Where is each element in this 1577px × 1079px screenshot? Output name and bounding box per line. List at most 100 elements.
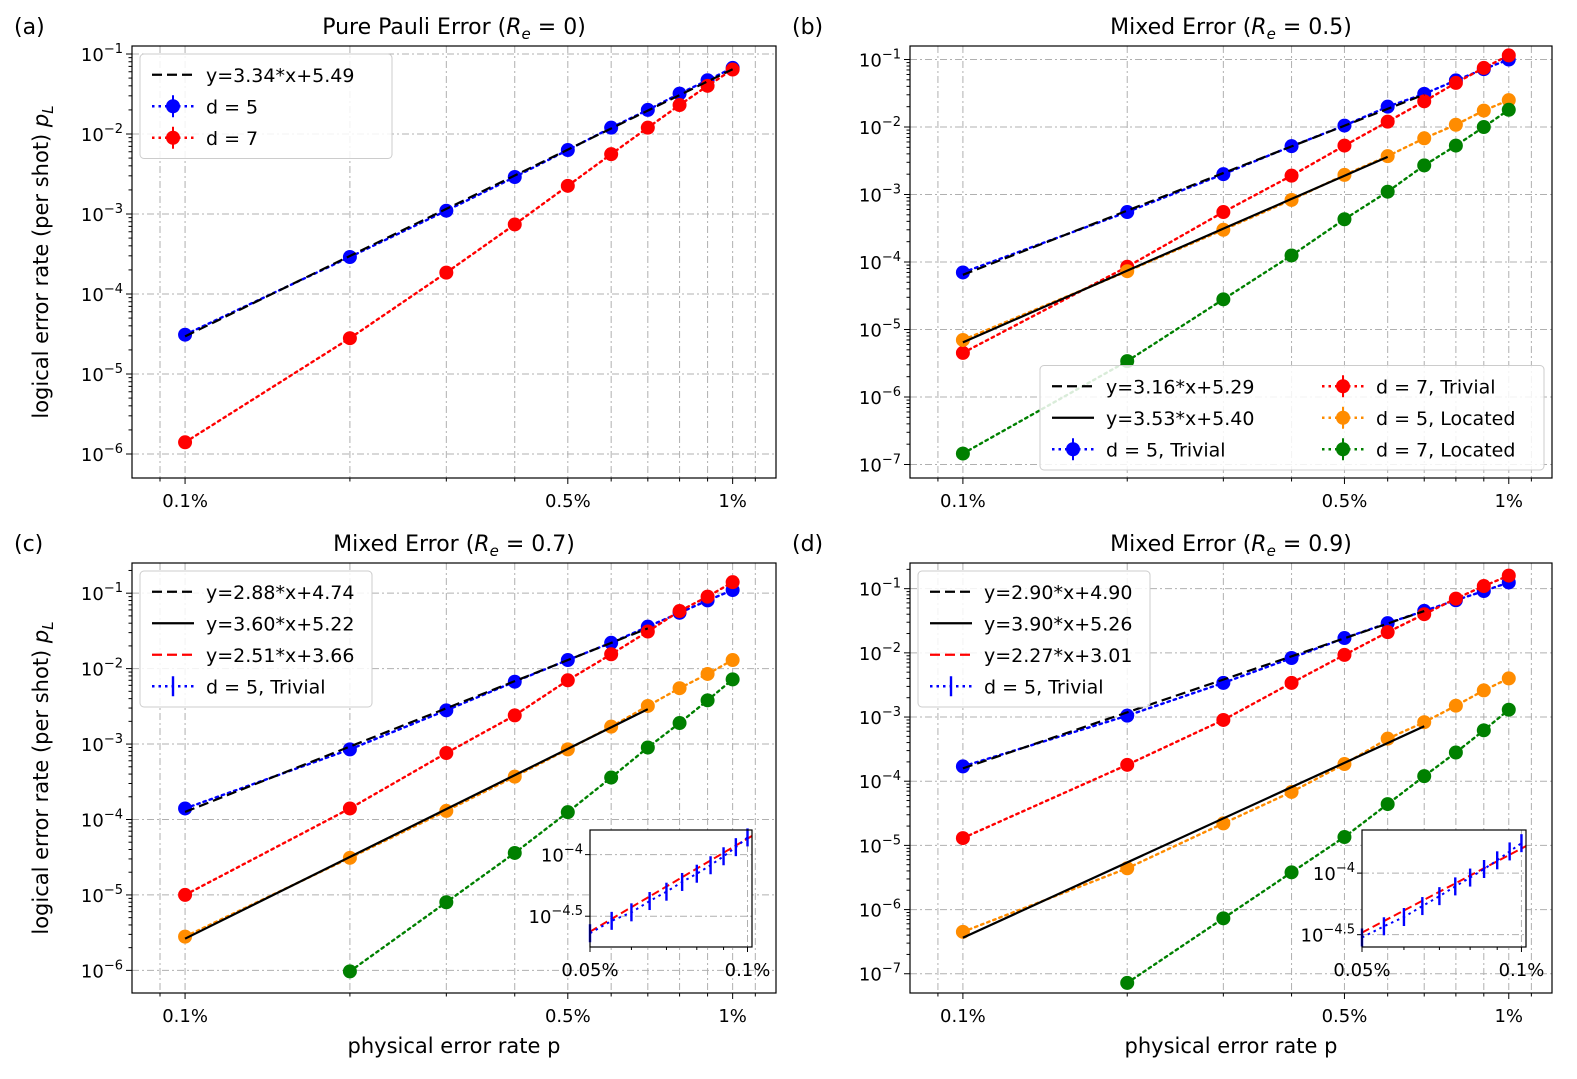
series-line-0 xyxy=(183,588,734,810)
panel-label: (d) xyxy=(792,532,823,557)
data-point xyxy=(604,647,619,662)
data-point xyxy=(725,672,740,687)
data-point xyxy=(955,345,970,360)
data-point xyxy=(1476,579,1491,594)
data-point xyxy=(672,98,687,113)
legend-label: y=3.60*x+5.22 xyxy=(206,613,354,635)
data-point xyxy=(1216,911,1231,926)
series-line-3 xyxy=(961,108,1510,455)
data-point xyxy=(1380,625,1395,640)
inset-background xyxy=(1362,830,1526,947)
legend-marker xyxy=(166,130,180,145)
data-point xyxy=(1417,94,1432,109)
data-point xyxy=(439,895,454,910)
legend-label: y=2.51*x+3.66 xyxy=(206,645,354,667)
x-tick-label: 0.1% xyxy=(940,491,986,512)
data-point xyxy=(1417,769,1432,784)
axes-frame xyxy=(131,45,777,479)
legend-label: y=3.16*x+5.29 xyxy=(1106,376,1254,398)
legend: y=2.90*x+4.90 y=3.90*x+5.26 y=2.27*x+3.01 d… xyxy=(917,570,1151,708)
data-point xyxy=(178,887,193,902)
data-point xyxy=(342,801,357,816)
data-point xyxy=(1337,138,1352,153)
series-line-3 xyxy=(1126,708,1510,985)
data-point xyxy=(1216,675,1231,690)
data-point xyxy=(604,147,619,162)
data-point xyxy=(955,831,970,846)
y-axis-label: logical error rate (per shot) pL xyxy=(29,621,57,934)
x-tick-label: 1% xyxy=(1494,1006,1523,1027)
data-point xyxy=(342,331,357,346)
data-point xyxy=(560,673,575,688)
data-point xyxy=(1120,354,1135,369)
y-tick-label: 10−5 xyxy=(81,362,123,386)
axes-frame xyxy=(909,45,1553,479)
data-point xyxy=(1380,114,1395,129)
x-axis-label: physical error rate p xyxy=(348,1034,561,1058)
fit-line-1 xyxy=(962,725,1425,939)
y-tick-label: 10−4 xyxy=(859,769,901,793)
data-point xyxy=(439,703,454,718)
data-point xyxy=(1120,708,1135,723)
data-point xyxy=(439,265,454,280)
data-point xyxy=(178,327,193,342)
x-tick-label: 1% xyxy=(718,491,747,512)
legend-item: d = 7, Located xyxy=(1322,438,1515,461)
fit-line-1 xyxy=(962,155,1389,344)
data-point xyxy=(178,929,193,944)
inset-frame xyxy=(1361,829,1527,948)
data-point xyxy=(1501,671,1516,686)
data-point xyxy=(700,666,715,681)
panel-label: (c) xyxy=(14,532,43,557)
y-tick-label: 10−3 xyxy=(81,202,123,226)
y-tick-label: 10−2 xyxy=(81,122,123,146)
inset-x-tick-label: 0.1% xyxy=(725,960,771,981)
legend-item: y=2.27*x+3.01 xyxy=(930,645,1132,667)
data-point xyxy=(1380,149,1395,164)
y-tick-label: 10−6 xyxy=(81,958,123,982)
y-tick-label: 10−6 xyxy=(859,898,901,922)
data-point xyxy=(955,759,970,774)
data-point xyxy=(1448,698,1463,713)
chart-panel-a: 0.1% 0.5% 1% 10−6 10−5 10−4 10−3 10−2 10−1 Pure P… xyxy=(14,15,777,512)
panel-label: (b) xyxy=(792,15,823,40)
data-point xyxy=(1476,103,1491,118)
legend-marker xyxy=(1336,442,1350,457)
inset-x-tick-label: 0.05% xyxy=(561,960,618,981)
inset-y-tick-label: 10−4 xyxy=(541,843,583,867)
data-point xyxy=(1284,168,1299,183)
y-tick-label: 10−4 xyxy=(859,250,901,274)
data-point xyxy=(1216,292,1231,307)
fit-line-0 xyxy=(962,93,1425,276)
data-point xyxy=(1337,212,1352,227)
fit-line-0 xyxy=(184,68,734,338)
panel-label: (a) xyxy=(14,15,45,40)
data-point xyxy=(1417,158,1432,173)
data-point xyxy=(1501,48,1516,63)
data-point xyxy=(1448,745,1463,760)
y-tick-label: 10−5 xyxy=(859,318,901,342)
y-tick-label: 10−2 xyxy=(81,657,123,681)
legend-item: d = 7, Trivial xyxy=(1322,375,1496,398)
data-point xyxy=(1501,93,1516,108)
inset-chart: 0.05% 0.1% 10−4.5 10−4 xyxy=(1301,829,1544,981)
legend-label: y=2.88*x+4.74 xyxy=(206,582,354,604)
y-tick-label: 10−3 xyxy=(81,732,123,756)
x-tick-label: 1% xyxy=(718,1006,747,1027)
data-point xyxy=(672,716,687,731)
y-tick-label: 10−6 xyxy=(859,385,901,409)
data-point xyxy=(725,575,740,590)
data-point xyxy=(1120,975,1135,990)
series-line-1 xyxy=(183,580,734,897)
legend-frame xyxy=(917,570,1151,708)
data-point xyxy=(507,170,522,185)
y-tick-label: 10−6 xyxy=(81,442,123,466)
x-tick-label: 0.1% xyxy=(940,1006,986,1027)
data-point xyxy=(1501,702,1516,717)
y-tick-label: 10−7 xyxy=(859,453,901,477)
inset-x-tick-label: 0.05% xyxy=(1333,960,1390,981)
data-point xyxy=(672,681,687,696)
data-point xyxy=(1284,865,1299,880)
series-line-2 xyxy=(961,677,1510,934)
chart-title: Mixed Error (Re = 0.7) xyxy=(333,532,575,560)
